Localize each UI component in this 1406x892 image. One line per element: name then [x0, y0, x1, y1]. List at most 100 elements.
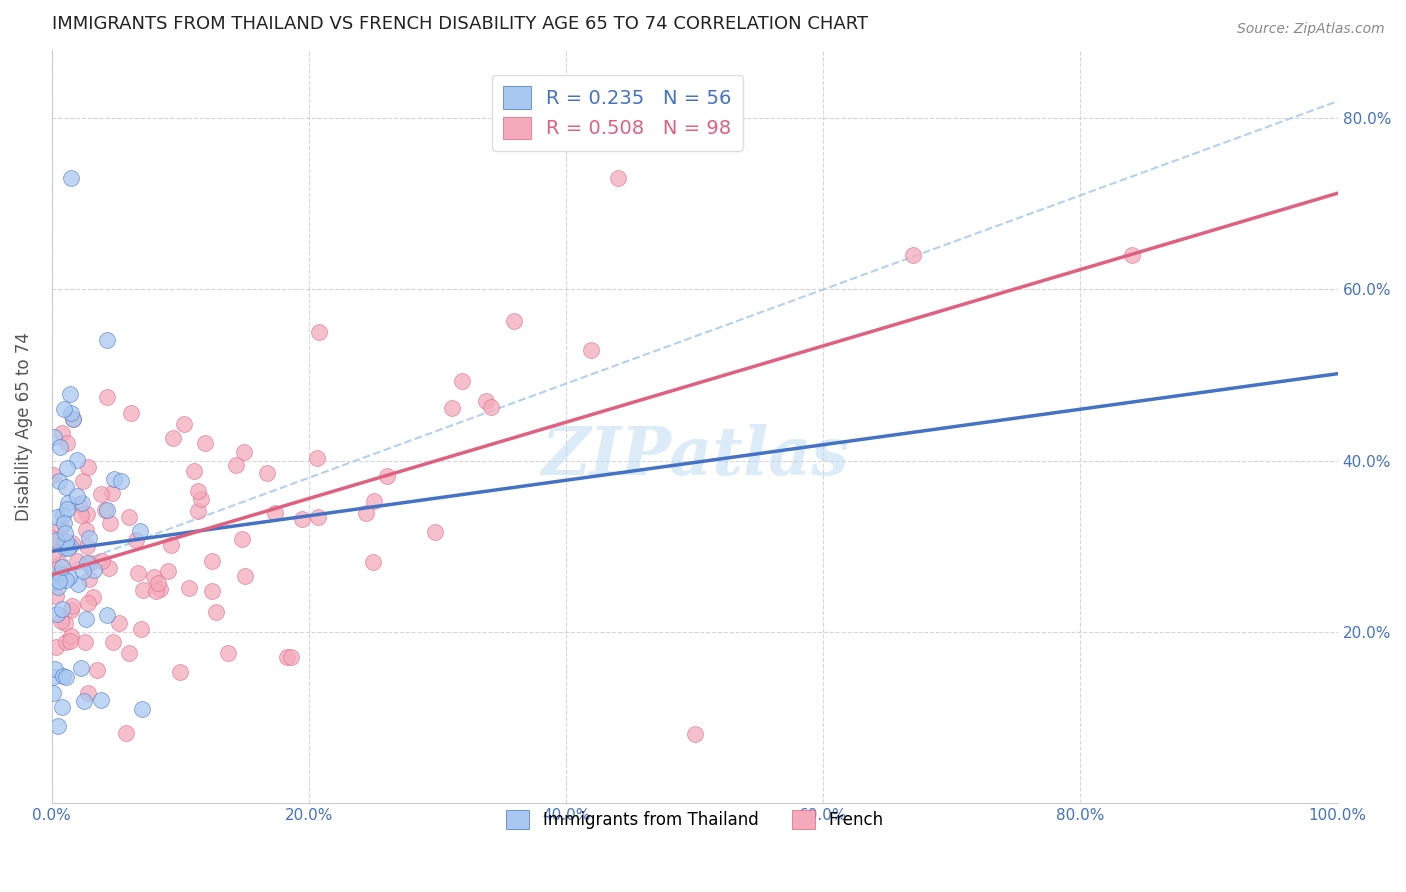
Point [441, 401, 464, 415]
Point [256, 466, 278, 480]
Point [65, 489, 87, 503]
Point [52, 535, 75, 549]
Point [45, 533, 67, 547]
Point [58, 570, 80, 584]
Point [361, 555, 384, 569]
Point [77, 573, 100, 587]
Point [83, 563, 105, 577]
Point [55, 574, 77, 588]
Point [305, 451, 328, 466]
Point [51, 602, 73, 616]
Point [65, 554, 87, 568]
Point [474, 394, 496, 409]
Point [142, 570, 165, 584]
Point [48, 574, 70, 589]
Text: ZIPatlas: ZIPatlas [541, 424, 849, 489]
Point [86, 663, 108, 677]
Point [49, 557, 72, 571]
Point [160, 538, 183, 552]
Point [107, 615, 129, 630]
Point [190, 491, 212, 506]
Point [60, 171, 83, 186]
Point [51, 560, 73, 574]
Point [205, 605, 228, 619]
Point [1121, 248, 1143, 262]
Point [128, 566, 150, 580]
Point [69, 508, 91, 523]
Point [49, 440, 72, 454]
Point [276, 650, 298, 665]
Point [42, 686, 65, 700]
Point [52, 508, 75, 523]
Point [118, 510, 141, 524]
Point [96, 333, 118, 347]
Point [53, 541, 76, 556]
Point [48, 475, 70, 489]
Point [179, 581, 201, 595]
Point [581, 343, 603, 358]
Point [129, 524, 152, 538]
Point [683, 727, 706, 741]
Point [55, 480, 77, 494]
Point [363, 493, 385, 508]
Point [91, 553, 114, 567]
Point [162, 431, 184, 445]
Point [51, 669, 73, 683]
Point [53, 616, 76, 631]
Point [96, 503, 118, 517]
Point [55, 670, 77, 684]
Point [233, 569, 256, 583]
Point [48, 567, 70, 582]
Point [96, 390, 118, 404]
Point [479, 401, 502, 415]
Point [264, 506, 287, 520]
Point [62, 412, 84, 426]
Point [98, 516, 121, 530]
Point [55, 635, 77, 649]
Point [79, 556, 101, 570]
Point [55, 435, 77, 450]
Point [173, 417, 195, 431]
Point [217, 646, 239, 660]
Point [354, 506, 377, 520]
Point [56, 461, 79, 475]
Point [100, 486, 122, 500]
Point [66, 452, 89, 467]
Point [73, 635, 96, 649]
Point [53, 526, 76, 541]
Point [291, 512, 314, 526]
Point [103, 472, 125, 486]
Point [56, 496, 79, 510]
Point [451, 374, 474, 388]
Point [110, 474, 132, 488]
Point [59, 629, 82, 643]
Point [148, 576, 170, 591]
Point [90, 486, 112, 500]
Point [60, 536, 83, 550]
Point [145, 584, 167, 599]
Point [59, 603, 82, 617]
Point [76, 596, 98, 610]
Point [157, 564, 180, 578]
Point [51, 425, 73, 440]
Point [129, 622, 152, 636]
Point [58, 633, 80, 648]
Point [94, 503, 117, 517]
Point [42, 430, 65, 444]
Point [120, 406, 142, 420]
Point [307, 509, 329, 524]
Point [131, 702, 153, 716]
Point [45, 640, 67, 654]
Point [75, 523, 97, 537]
Point [503, 314, 526, 328]
Point [44, 662, 66, 676]
Point [59, 387, 82, 401]
Point [62, 412, 84, 426]
Legend: Immigrants from Thailand, French: Immigrants from Thailand, French [499, 804, 890, 836]
Point [132, 583, 155, 598]
Point [46, 580, 69, 594]
Point [49, 519, 72, 533]
Point [76, 539, 98, 553]
Point [114, 726, 136, 740]
Point [82, 590, 104, 604]
